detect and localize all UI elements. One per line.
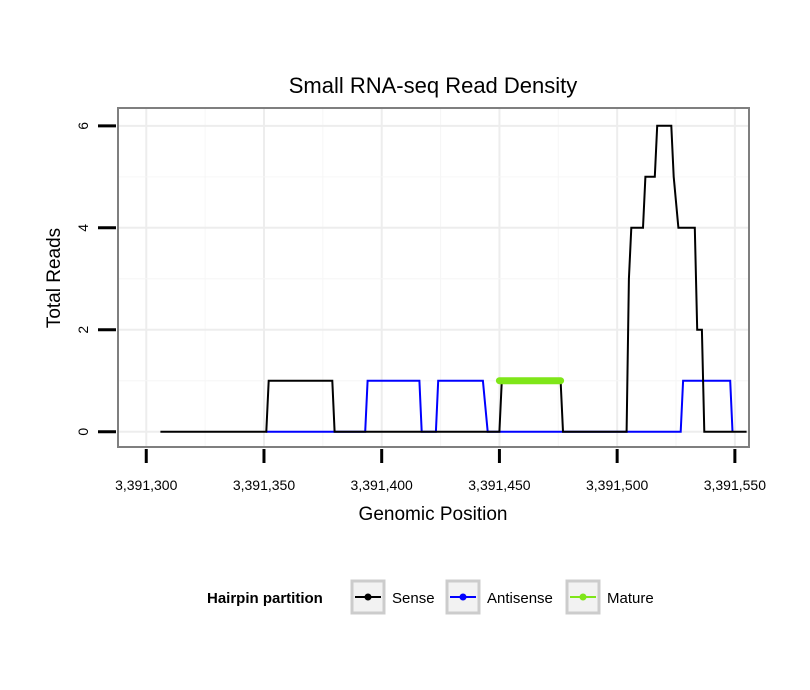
y-tick-label: 4 xyxy=(75,224,91,232)
legend-label-mature: Mature xyxy=(607,590,654,607)
legend-dot-mature xyxy=(579,593,587,601)
legend-dot-sense xyxy=(364,593,372,601)
y-tick-label: 6 xyxy=(75,122,91,130)
legend-title: Hairpin partition xyxy=(207,590,323,607)
series-line-sense xyxy=(160,124,747,433)
x-tick-label: 3,391,350 xyxy=(233,477,295,493)
chart-title: Small RNA-seq Read Density xyxy=(289,73,578,98)
x-tick-label: 3,391,550 xyxy=(704,477,766,493)
data-series xyxy=(160,124,747,433)
plot-panel xyxy=(117,107,750,448)
y-tick-label: 0 xyxy=(75,428,91,436)
legend-label-antisense: Antisense xyxy=(487,590,553,607)
legend-item-sense: Sense xyxy=(350,579,435,615)
legend-label-sense: Sense xyxy=(392,590,435,607)
legend-item-antisense: Antisense xyxy=(445,579,553,615)
x-tick-label: 3,391,500 xyxy=(586,477,648,493)
x-tick-label: 3,391,400 xyxy=(351,477,413,493)
legend: Hairpin partition Sense Antisense Mature xyxy=(207,579,654,615)
axes: 3,391,300 3,391,350 3,391,400 3,391,450 3,39… xyxy=(75,122,766,493)
y-tick-label: 2 xyxy=(75,326,91,334)
y-axis-title: Total Reads xyxy=(44,228,65,328)
x-tick-label: 3,391,450 xyxy=(468,477,530,493)
legend-item-mature: Mature xyxy=(565,579,654,615)
x-tick-label: 3,391,300 xyxy=(115,477,177,493)
series-line-antisense xyxy=(266,379,734,433)
x-axis-title: Genomic Position xyxy=(359,504,508,525)
legend-dot-antisense xyxy=(459,593,467,601)
